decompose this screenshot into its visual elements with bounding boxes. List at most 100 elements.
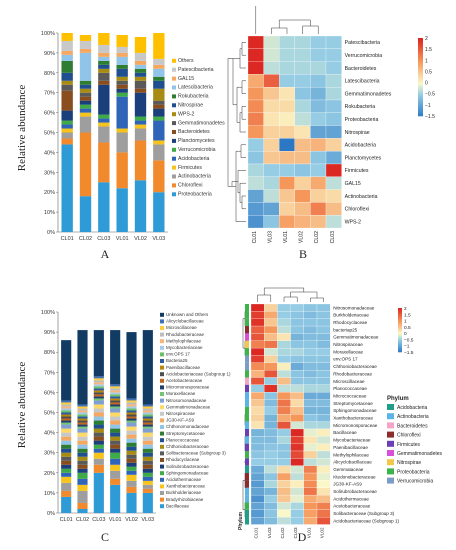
column-dendrogram-branch xyxy=(302,25,319,34)
color-scale-segment xyxy=(398,334,402,336)
heatmap-cell xyxy=(277,436,291,444)
bar-segment xyxy=(110,428,121,433)
color-scale-segment xyxy=(418,77,423,80)
bar-segment xyxy=(77,508,88,513)
bar-segment xyxy=(126,470,137,475)
heatmap-cell xyxy=(247,61,264,75)
row-label: Nitrospirae xyxy=(345,130,370,136)
heatmap-cell xyxy=(303,325,318,334)
legend-label: Alicyclobacillaceae xyxy=(166,319,204,324)
row-dendrogram-branch xyxy=(242,318,245,349)
legend-swatch xyxy=(172,174,176,179)
color-scale-segment xyxy=(398,330,402,332)
row-label: Xanthobacteraceae xyxy=(333,416,373,421)
bar-segment xyxy=(142,476,153,481)
bar-segment xyxy=(134,80,147,89)
bar-segment xyxy=(110,396,121,399)
row-dendrogram-branch xyxy=(241,195,246,210)
bar-segment xyxy=(153,100,165,105)
legend-label: Unknown and Others xyxy=(166,312,209,317)
legend-label: Acidothermaceae xyxy=(166,477,202,482)
heatmap-cell xyxy=(277,472,291,481)
heatmap-cell xyxy=(250,509,265,518)
x-tick-label: CL03 xyxy=(97,236,110,242)
bar-segment xyxy=(61,408,72,411)
bar-segment xyxy=(126,402,137,405)
row-label: env.OPS 17 xyxy=(333,357,358,362)
row-label: Nitrospiraceae xyxy=(333,342,363,347)
legend-label: Rhodobacteraceae xyxy=(166,332,205,337)
heatmap-cell xyxy=(277,465,291,474)
heatmap-cell xyxy=(325,163,342,177)
bar-segment xyxy=(116,128,128,133)
heatmap-cell xyxy=(290,303,304,312)
color-scale-segment xyxy=(418,80,423,84)
legend-label: Solibacteraceae (Subgroup 3) xyxy=(166,451,226,456)
bar-segment xyxy=(61,464,72,469)
heatmap-cell xyxy=(303,458,318,466)
color-scale-segment xyxy=(418,100,423,103)
phylum-annotation-cell xyxy=(245,495,249,503)
bar-segment xyxy=(110,478,121,485)
x-tick-label: VL01 xyxy=(109,517,122,523)
heatmap-cell xyxy=(277,392,291,400)
row-dendrogram-branch xyxy=(239,112,246,133)
phylum-annotation-cell xyxy=(245,333,249,341)
heatmap-cell xyxy=(303,392,318,400)
heatmap-cell xyxy=(310,125,327,139)
heatmap-cell xyxy=(325,99,342,113)
bar-segment xyxy=(110,400,121,403)
heatmap-cell xyxy=(316,384,331,393)
bar-segment xyxy=(93,448,104,453)
bar-segment xyxy=(142,428,153,433)
bar-segment xyxy=(110,404,121,407)
heatmap-cell xyxy=(250,406,265,415)
heatmap-cell xyxy=(277,421,291,430)
phylum-legend-swatch xyxy=(387,404,394,410)
heatmap-cell xyxy=(277,347,291,356)
legend-label: Solirubrobacteraceae xyxy=(166,464,209,469)
heatmap-cell xyxy=(303,421,318,430)
legend-label: Acidobacteriaceae (Subgroup 1) xyxy=(166,371,231,376)
bar-segment xyxy=(153,144,165,161)
color-scale-segment xyxy=(418,104,423,107)
bar-segment xyxy=(93,394,104,397)
bar-segment xyxy=(116,64,128,69)
bar-segment xyxy=(126,450,137,455)
row-label: Streptomycetaceae xyxy=(333,401,373,406)
column-dendrogram-branch xyxy=(257,294,272,302)
heatmap-cell xyxy=(290,347,304,356)
row-dendrogram-branch xyxy=(242,480,245,511)
heatmap-cell xyxy=(316,428,331,437)
legend-label: Acidobacteria xyxy=(178,156,210,162)
heatmap-cell xyxy=(316,443,331,452)
heatmap-cell xyxy=(316,458,331,466)
heatmap-cell xyxy=(294,215,311,229)
bar-segment xyxy=(79,88,92,93)
bar-segment xyxy=(134,124,147,129)
heatmap-cell xyxy=(250,487,265,496)
heatmap-cell xyxy=(303,399,318,408)
heatmap-cell xyxy=(250,384,265,393)
legend-label: Mycobacteriaceae xyxy=(166,345,203,350)
color-scale-label: 0 xyxy=(404,331,407,337)
bar-segment xyxy=(61,416,72,419)
phylum-annotation-cell xyxy=(245,370,249,378)
color-scale-segment xyxy=(418,69,423,72)
bar-segment xyxy=(93,420,104,425)
heatmap-cell xyxy=(263,163,280,177)
column-label: CL01 xyxy=(254,527,259,538)
color-scale-segment xyxy=(418,55,423,58)
heatmap-cell xyxy=(250,347,265,356)
legend-label: Nitrosomonadaceae xyxy=(166,398,207,403)
bar-segment xyxy=(142,404,153,407)
bar-segment xyxy=(77,436,88,441)
bar-segment xyxy=(77,452,88,457)
color-scale-segment xyxy=(418,75,423,78)
phylum-legend-label: Chloroflexi xyxy=(397,433,421,439)
bar-segment xyxy=(110,408,121,413)
heatmap-cell xyxy=(303,377,318,385)
row-label: Rokubacteria xyxy=(345,104,376,110)
heatmap-cell xyxy=(325,87,342,101)
row-label: Acidobacteriaceae (Subgroup 1) xyxy=(333,518,399,523)
